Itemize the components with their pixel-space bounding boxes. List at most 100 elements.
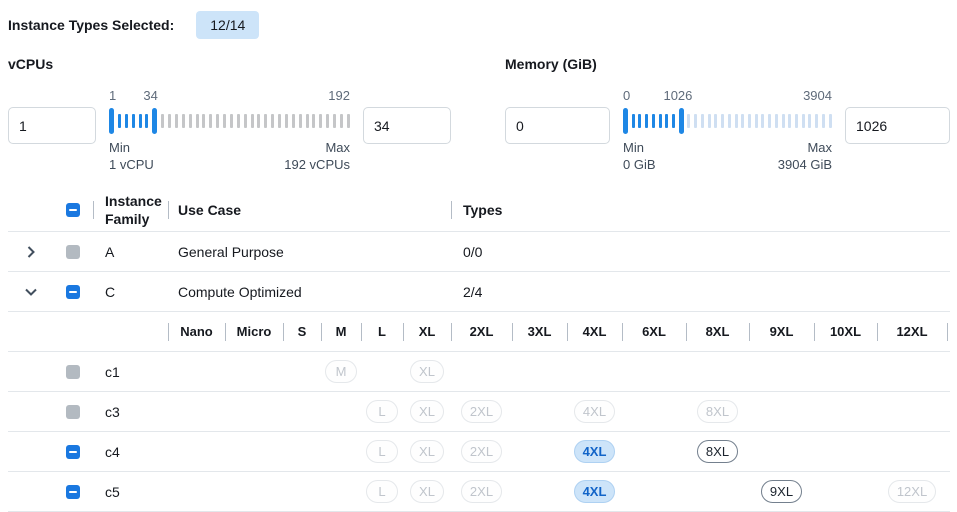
memory-scale-min: 0 xyxy=(623,88,631,103)
vcpus-tick-out-range xyxy=(298,113,302,128)
vcpus-max-input[interactable] xyxy=(363,107,451,144)
memory-range-slider[interactable] xyxy=(623,107,832,134)
memory-tick-out-range xyxy=(781,113,785,128)
chevron-down-icon xyxy=(24,288,37,296)
size-cell-6xl xyxy=(622,472,686,511)
size-pill-c5-l: L xyxy=(366,480,398,503)
memory-handle-low[interactable] xyxy=(623,107,628,134)
vcpus-tick-out-range xyxy=(250,113,254,128)
vcpus-tick-in-range xyxy=(117,113,121,128)
instance-row-c4: c4 L XL 2XL 4XL 8XL xyxy=(8,432,950,472)
memory-max-input[interactable] xyxy=(845,107,950,144)
memory-tick-out-range xyxy=(687,113,691,128)
instance-c4-checkbox[interactable] xyxy=(66,444,80,459)
size-pill-c4-l: L xyxy=(366,440,398,463)
use-case-cell: General Purpose xyxy=(168,232,451,271)
size-column-header-cell: Nano xyxy=(168,312,225,351)
header-types-cell: Types xyxy=(451,188,950,231)
vcpus-handle-low[interactable] xyxy=(109,107,114,134)
vcpus-tick-out-range xyxy=(333,113,336,128)
size-cell-10xl xyxy=(814,352,877,391)
memory-tick-in-range xyxy=(658,113,662,128)
memory-tick-out-range xyxy=(721,113,725,128)
vcpus-min-detail: 1 vCPU xyxy=(109,157,154,172)
vcpus-tick-out-range xyxy=(223,113,226,128)
vcpus-tick-out-range xyxy=(305,113,309,128)
types-count-cell: 0/0 xyxy=(451,232,950,271)
instance-row-c5: c5 L XL 2XL 4XL 9XL 12XL xyxy=(8,472,950,512)
size-cell-l: L xyxy=(361,432,403,471)
selected-count-label: Instance Types Selected: xyxy=(8,17,175,33)
size-cell-10xl xyxy=(814,472,877,511)
vcpus-title: vCPUs xyxy=(8,56,54,72)
expand-cell xyxy=(8,272,53,311)
types-count: 2/4 xyxy=(463,283,483,300)
size-pill-c4-4xl[interactable]: 4XL xyxy=(573,440,616,463)
types-count: 0/0 xyxy=(463,243,483,260)
size-header-row: Nano Micro S M L XL 2XL 3XL 4XL 6XL 8XL 9XL 10XL 12XL xyxy=(8,312,950,352)
size-cell-2xl: 2XL xyxy=(451,472,512,511)
instance-c5-checkbox[interactable] xyxy=(66,484,80,499)
memory-slider-block: 0 1026 3904 Min 0 GiB Max 3904 GiB xyxy=(623,88,832,173)
header-usecase-cell: Use Case xyxy=(168,188,451,231)
memory-filter: Memory (GiB) 0 1026 3904 Min 0 GiB xyxy=(505,56,950,173)
size-cell-xl: XL xyxy=(403,392,451,431)
vcpus-tick-out-range xyxy=(346,113,350,128)
size-cell-micro xyxy=(225,352,283,391)
instance-name: c5 xyxy=(105,483,120,500)
size-header-trailing-cell xyxy=(947,312,950,351)
size-column-header-6xl: 6XL xyxy=(642,324,666,339)
expand-cell xyxy=(8,232,53,271)
size-cell-2xl: 2XL xyxy=(451,432,512,471)
memory-tick-out-range xyxy=(700,113,704,128)
size-cell-6xl xyxy=(622,392,686,431)
checkbox-cell xyxy=(53,432,93,471)
size-pill-c5-4xl[interactable]: 4XL xyxy=(573,480,616,503)
size-header-spacer xyxy=(8,312,168,351)
vcpus-tick-out-range xyxy=(291,113,295,128)
size-cell-9xl: 9XL xyxy=(749,472,814,511)
vcpus-tick-out-range xyxy=(312,113,316,128)
size-cell-2xl xyxy=(451,352,512,391)
size-cell-xl: XL xyxy=(403,472,451,511)
size-cell-4xl xyxy=(567,352,622,391)
memory-handle-high[interactable] xyxy=(678,107,684,134)
size-cell-12xl xyxy=(877,352,947,391)
size-pill-c4-8xl[interactable]: 8XL xyxy=(696,440,739,463)
family-C-checkbox[interactable] xyxy=(66,284,80,299)
expand-toggle-C[interactable] xyxy=(21,282,41,302)
vcpus-slider-block: 1 34 192 Min 1 vCPU Max 192 vCPUs xyxy=(109,88,350,173)
vcpus-tick-in-range xyxy=(124,113,128,128)
vcpus-scale-max: 192 xyxy=(328,88,350,103)
size-column-header-cell: S xyxy=(283,312,321,351)
select-all-checkbox[interactable] xyxy=(66,202,80,217)
size-pill-c5-9xl[interactable]: 9XL xyxy=(760,480,803,503)
instance-c3-checkbox xyxy=(66,404,80,419)
trailing-cell xyxy=(947,352,950,391)
size-pill-c4-xl: XL xyxy=(410,440,444,463)
size-cell-9xl xyxy=(749,352,814,391)
memory-min-input[interactable] xyxy=(505,107,610,144)
vcpus-handle-high[interactable] xyxy=(152,107,158,134)
trailing-cell xyxy=(947,392,950,431)
size-column-header-cell: 6XL xyxy=(622,312,686,351)
size-cell-nano xyxy=(168,392,225,431)
column-header-use-case: Use Case xyxy=(178,201,242,218)
header-expand-cell xyxy=(8,188,53,231)
size-cell-nano xyxy=(168,432,225,471)
size-cell-4xl: 4XL xyxy=(567,432,622,471)
size-column-header-nano: Nano xyxy=(180,324,213,339)
use-case-text: Compute Optimized xyxy=(178,283,302,300)
size-column-header-cell: 9XL xyxy=(749,312,814,351)
family-name: C xyxy=(105,283,116,300)
vcpus-tick-out-range xyxy=(209,113,213,128)
vcpus-min-input[interactable] xyxy=(8,107,96,144)
vcpus-min-label: Min xyxy=(109,140,130,155)
size-cell-s xyxy=(283,432,321,471)
selection-summary: Instance Types Selected: 12/14 xyxy=(8,10,950,40)
size-cell-3xl xyxy=(512,352,567,391)
memory-tick-out-range xyxy=(808,113,812,128)
size-pill-c3-xl: XL xyxy=(410,400,444,423)
expand-toggle-A[interactable] xyxy=(21,242,41,262)
vcpus-range-slider[interactable] xyxy=(109,107,350,134)
